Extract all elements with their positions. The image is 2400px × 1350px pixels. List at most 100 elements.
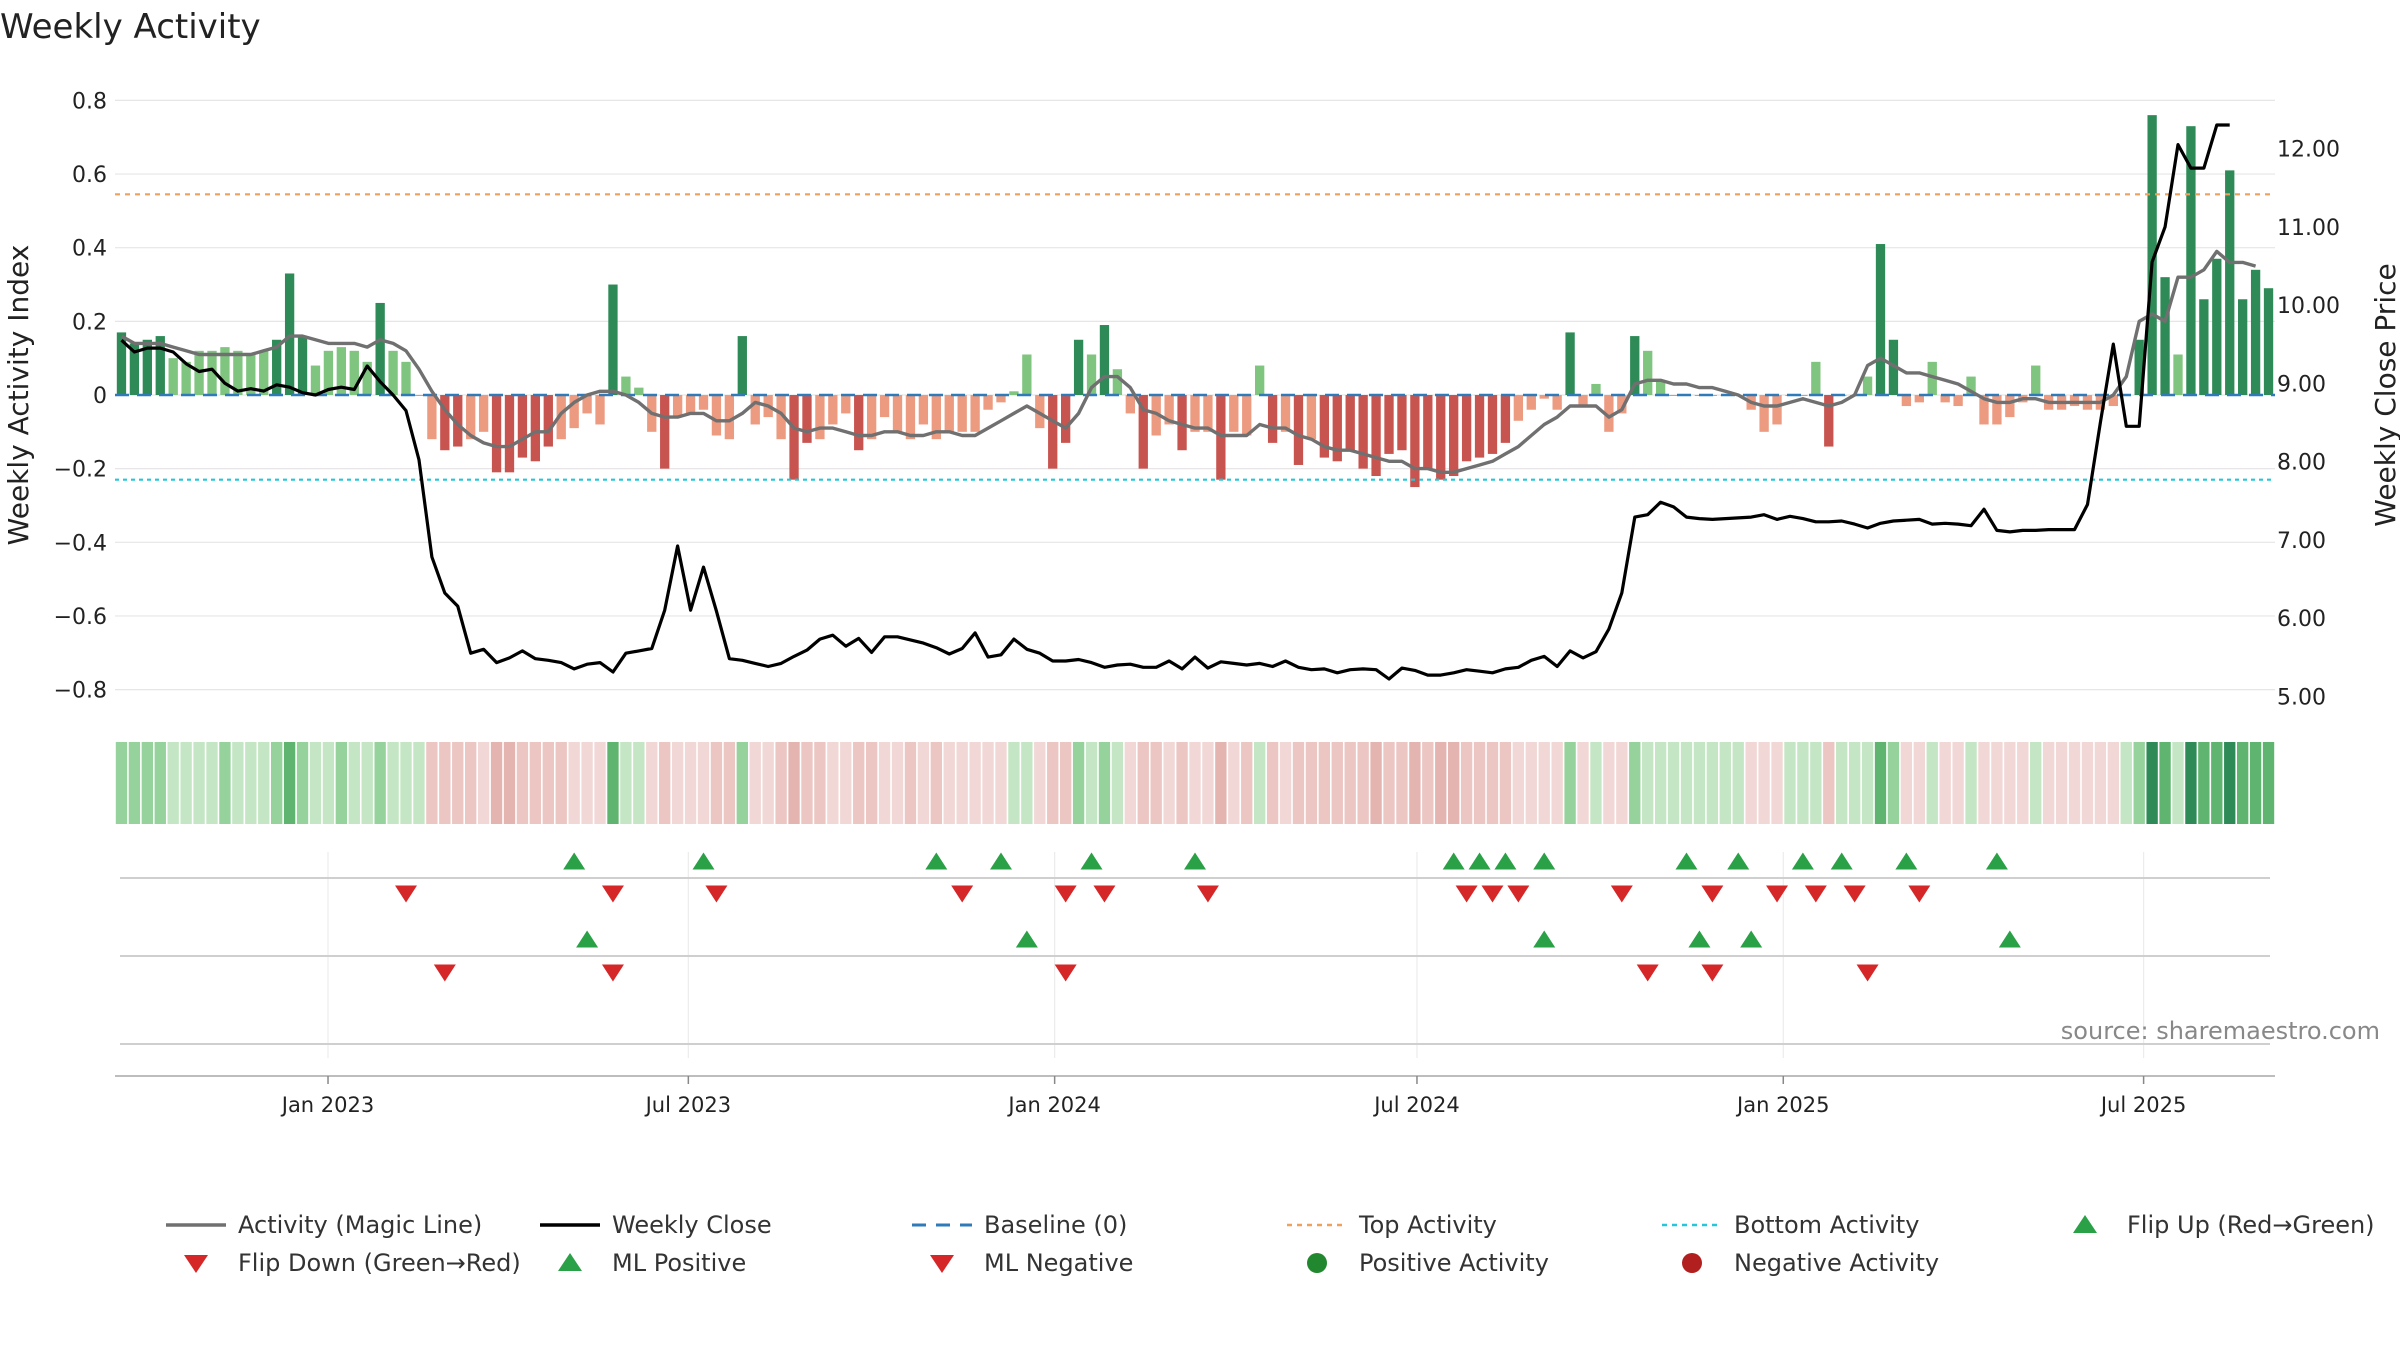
- activity-bar: [983, 395, 993, 410]
- activity-bar: [1759, 395, 1769, 432]
- activity-bar: [336, 347, 347, 395]
- activity-bar: [1940, 395, 1950, 403]
- ml-positive-marker: [1533, 930, 1556, 948]
- activity-bar: [698, 395, 709, 410]
- activity-bar: [1798, 395, 1808, 396]
- activity-strip-cell: [762, 742, 774, 824]
- y-tick-label: 0.4: [72, 237, 107, 262]
- y-tick-label: 0.2: [72, 310, 107, 335]
- activity-bar: [2134, 339, 2144, 395]
- activity-bar: [259, 350, 269, 395]
- activity-strip-cell: [2172, 742, 2184, 824]
- legend-item: Negative Activity: [1682, 1249, 1939, 1277]
- date-tick-label: Jan 2024: [1006, 1093, 1101, 1117]
- legend-label: ML Negative: [984, 1249, 1133, 1277]
- activity-strip-cell: [2211, 742, 2223, 824]
- activity-bar: [116, 332, 127, 395]
- activity-bar: [931, 395, 941, 440]
- date-axis: Jan 2023 Jul 2023 Jan 2024 Jul 2024 Jan 2025…: [115, 1075, 2275, 1117]
- activity-bar: [375, 302, 385, 395]
- y2-axis-label: Weekly Close Price: [2369, 263, 2400, 526]
- activity-bar: [517, 395, 528, 458]
- activity-strip-cell: [219, 742, 231, 824]
- flip-down-marker: [1908, 885, 1931, 903]
- activity-bar: [1526, 395, 1536, 410]
- activity-bar: [1578, 395, 1588, 407]
- activity-bar: [2250, 269, 2261, 395]
- activity-strip-cell: [1370, 742, 1382, 824]
- legend-item: Weekly Close: [540, 1211, 772, 1239]
- activity-bar: [323, 350, 334, 395]
- y-tick-label: −0.8: [54, 679, 107, 704]
- activity-strip-cell: [697, 742, 710, 824]
- activity-strip-cell: [1266, 742, 1279, 824]
- activity-strip-cell: [1254, 742, 1266, 824]
- activity-strip-cell: [1577, 742, 1589, 824]
- flip-up-marker: [1895, 852, 1918, 870]
- legend-swatch: [1682, 1253, 1702, 1273]
- activity-strip-cell: [1059, 742, 1072, 824]
- activity-strip-cell: [801, 742, 813, 824]
- activity-bar: [453, 395, 463, 447]
- activity-strip-cell: [555, 742, 567, 824]
- activity-strip-cell: [917, 742, 930, 824]
- ml-positive-marker: [576, 930, 599, 948]
- y2-tick-label: 7.00: [2277, 529, 2326, 554]
- activity-bar: [491, 395, 502, 473]
- activity-strip-cell: [749, 742, 761, 824]
- activity-strip-cell: [232, 742, 244, 824]
- activity-strip-cell: [1047, 742, 1059, 824]
- activity-strip-cell: [1564, 742, 1576, 824]
- activity-strip-cell: [1732, 742, 1744, 824]
- activity-bar: [711, 395, 722, 436]
- activity-strip-cell: [387, 742, 399, 824]
- activity-strip-cell: [853, 742, 865, 824]
- y2-tick-label: 8.00: [2277, 451, 2326, 476]
- activity-strip-cell: [568, 742, 580, 824]
- activity-bar: [388, 350, 398, 395]
- activity-strip-cell: [1486, 742, 1499, 824]
- activity-strip-cell: [2224, 742, 2236, 824]
- ml-negative-marker: [433, 964, 456, 982]
- activity-bar: [1565, 332, 1575, 395]
- flip-down-marker: [1610, 885, 1633, 903]
- activity-strip-cell: [2081, 742, 2094, 824]
- activity-strip-cell: [1848, 742, 1861, 824]
- activity-strip-cell: [245, 742, 257, 824]
- flip-up-marker: [1830, 852, 1853, 870]
- activity-strip-cell: [193, 742, 205, 824]
- activity-bar: [504, 395, 515, 473]
- activity-strip-cell: [1034, 742, 1046, 824]
- legend-label: Flip Down (Green→Red): [238, 1249, 521, 1277]
- activity-strip-cell: [814, 742, 826, 824]
- activity-bar: [1306, 395, 1317, 440]
- activity-bar: [207, 350, 217, 395]
- activity-strip-cell: [1939, 742, 1951, 824]
- activity-strip-cell: [283, 742, 296, 824]
- flip-up-marker: [1985, 852, 2008, 870]
- activity-strip-cell: [296, 742, 309, 824]
- activity-bar: [220, 347, 230, 395]
- activity-bar: [854, 395, 864, 451]
- activity-strip-cell: [1241, 742, 1253, 824]
- legend-swatch: [930, 1255, 954, 1273]
- activity-strip-cell: [1318, 742, 1331, 824]
- activity-strip-cell: [788, 742, 800, 824]
- activity-bar: [970, 395, 980, 432]
- activity-bar: [2225, 170, 2235, 395]
- activity-strip-cell: [891, 742, 904, 824]
- activity-bar: [401, 361, 411, 395]
- legend-item: ML Negative: [930, 1249, 1133, 1277]
- activity-strip-cell: [542, 742, 554, 824]
- activity-strip-cell: [1228, 742, 1240, 824]
- activity-bar: [1630, 336, 1640, 395]
- activity-bar: [1487, 395, 1498, 454]
- activity-strip-cell: [2185, 742, 2197, 824]
- legend: Activity (Magic Line) Weekly Close Baselin…: [166, 1211, 2375, 1277]
- activity-strip-cell: [1965, 742, 1977, 824]
- activity-bar: [1009, 391, 1019, 395]
- activity-strip-cell: [1021, 742, 1033, 824]
- activity-bar: [1293, 395, 1304, 465]
- activity-bar: [530, 395, 541, 462]
- activity-bar: [996, 395, 1006, 403]
